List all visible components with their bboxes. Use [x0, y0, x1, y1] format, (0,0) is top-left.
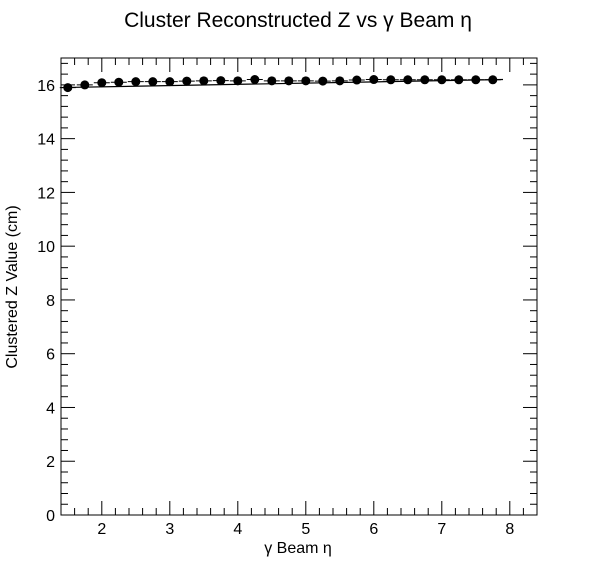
y-axis-tick-labels: 0 2 4 6 8 10 12 14 16 — [37, 78, 55, 525]
data-point — [403, 75, 413, 85]
data-point — [148, 77, 158, 87]
data-point — [437, 75, 447, 85]
data-point — [63, 83, 73, 93]
y-tick-label: 4 — [46, 400, 55, 417]
data-point — [488, 75, 498, 85]
data-points — [59, 75, 501, 93]
data-point — [97, 78, 107, 88]
y-tick-label: 14 — [37, 132, 55, 149]
x-tick-label: 8 — [505, 521, 514, 538]
y-tick-label: 10 — [37, 239, 55, 256]
x-tick-label: 6 — [369, 521, 378, 538]
fit-line — [60, 78, 504, 89]
chart-title: Cluster Reconstructed Z vs γ Beam η — [124, 9, 472, 32]
y-tick-label: 6 — [46, 347, 55, 364]
y-tick-label: 12 — [37, 185, 55, 202]
x-axis-ticks — [60, 58, 538, 515]
y-axis-title: Clustered Z Value (cm) — [4, 205, 21, 368]
data-point — [233, 76, 243, 86]
y-tick-label: 8 — [46, 293, 55, 310]
data-point — [471, 75, 481, 85]
x-axis-title: γ Beam η — [264, 540, 332, 557]
data-point — [352, 75, 362, 85]
data-point — [284, 76, 294, 86]
y-tick-label: 16 — [37, 78, 55, 95]
data-point — [386, 75, 396, 85]
plot-frame — [60, 57, 538, 516]
fit-line-group — [60, 78, 504, 89]
x-tick-label: 7 — [437, 521, 446, 538]
data-point — [420, 75, 430, 85]
data-point — [131, 77, 141, 87]
data-point — [335, 76, 345, 86]
data-point — [165, 77, 175, 87]
data-point — [114, 77, 124, 87]
y-tick-label: 2 — [46, 454, 55, 471]
data-point — [454, 75, 464, 85]
y-tick-label: 0 — [46, 508, 55, 525]
x-tick-label: 5 — [301, 521, 310, 538]
data-point — [250, 75, 260, 85]
x-tick-label: 4 — [233, 521, 242, 538]
x-axis-tick-labels: 2 3 4 5 6 7 8 — [97, 521, 514, 538]
data-point — [182, 76, 192, 86]
x-tick-label: 3 — [165, 521, 174, 538]
data-point — [80, 80, 90, 90]
data-point — [199, 76, 209, 86]
data-point — [216, 76, 226, 86]
data-point — [369, 75, 379, 85]
data-point — [318, 76, 328, 86]
x-tick-label: 2 — [97, 521, 106, 538]
data-point — [267, 76, 277, 86]
y-axis-ticks — [61, 62, 537, 516]
data-point — [301, 76, 311, 86]
